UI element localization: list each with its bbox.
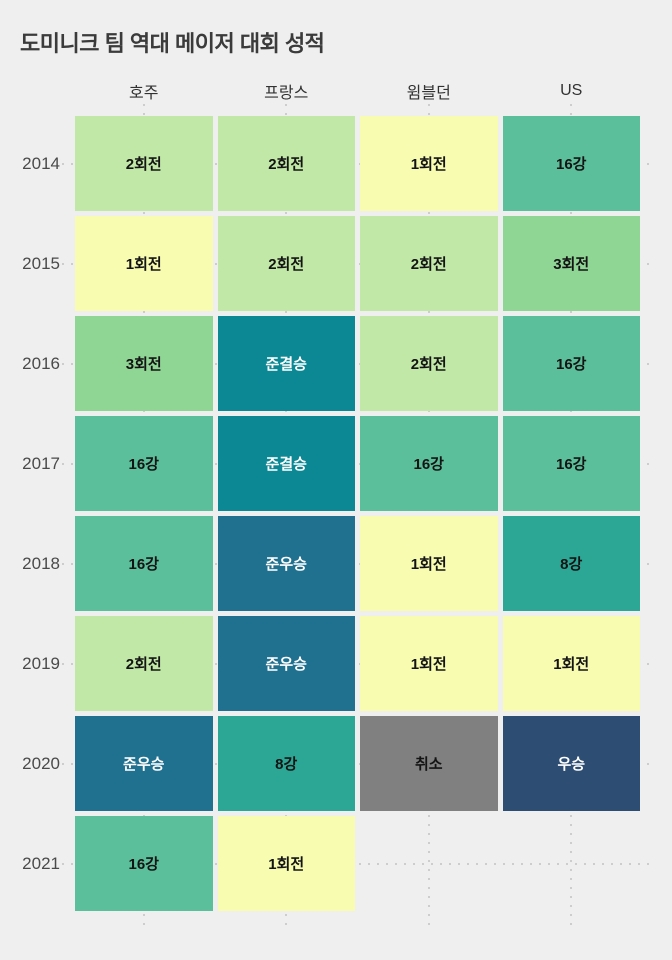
- row-label: 2018: [22, 553, 60, 573]
- gridline-horizontal: [62, 862, 656, 865]
- gridline-vertical: [427, 104, 430, 926]
- gridline-vertical: [142, 104, 145, 926]
- heatmap-cell: 취소: [360, 716, 498, 811]
- gridline-horizontal: [62, 762, 656, 765]
- heatmap-cell: 8강: [217, 716, 355, 811]
- heatmap-cell: 3회전: [502, 216, 640, 311]
- row-label: 2019: [22, 653, 60, 673]
- heatmap-cell: 우승: [502, 716, 640, 811]
- gridline-horizontal: [62, 462, 656, 465]
- heatmap-cell: 준결승: [217, 416, 355, 511]
- gridline-vertical: [285, 104, 288, 926]
- heatmap-cell: 준우승: [217, 616, 355, 711]
- heatmap-cell: 3회전: [75, 316, 213, 411]
- column-header: 윔블던: [406, 85, 451, 102]
- heatmap-cell: 1회전: [217, 816, 355, 911]
- gridline-horizontal: [62, 262, 656, 265]
- heatmap-cell: 16강: [502, 316, 640, 411]
- gridline-horizontal: [62, 362, 656, 365]
- row-label: 2014: [22, 153, 60, 173]
- heatmap-cell: 2회전: [75, 116, 213, 211]
- column-header: US: [560, 82, 583, 99]
- heatmap-cell: 16강: [360, 416, 498, 511]
- heatmap-cell: 준우승: [217, 516, 355, 611]
- heatmap-cell: 16강: [502, 416, 640, 511]
- gridline-horizontal: [62, 662, 656, 665]
- heatmap-cell: 1회전: [360, 516, 498, 611]
- heatmap-cell: 1회전: [75, 216, 213, 311]
- heatmap-cell: 2회전: [217, 116, 355, 211]
- column-header: 호주: [129, 85, 159, 102]
- gridline-horizontal: [62, 562, 656, 565]
- heatmap-cell: 준결승: [217, 316, 355, 411]
- row-label: 2021: [22, 853, 60, 873]
- heatmap-cell: 2회전: [217, 216, 355, 311]
- heatmap-cell: 16강: [75, 516, 213, 611]
- heatmap-cell: 1회전: [502, 616, 640, 711]
- heatmap-cell: 2회전: [360, 216, 498, 311]
- heatmap-cell: 16강: [75, 416, 213, 511]
- heatmap-cell: 8강: [502, 516, 640, 611]
- row-label: 2017: [22, 453, 60, 473]
- heatmap-cell: 16강: [75, 816, 213, 911]
- heatmap-cell: 16강: [502, 116, 640, 211]
- heatmap-cell: 2회전: [75, 616, 213, 711]
- column-header: 프랑스: [264, 85, 309, 102]
- gridline-vertical: [570, 104, 573, 926]
- heatmap-cell: 준우승: [75, 716, 213, 811]
- row-label: 2020: [22, 753, 60, 773]
- row-label: 2016: [22, 353, 60, 373]
- chart-title: 도미니크 팀 역대 메이저 대회 성적: [20, 31, 325, 56]
- row-label: 2015: [22, 253, 60, 273]
- heatmap-cell: 1회전: [360, 616, 498, 711]
- gridline-horizontal: [62, 162, 656, 165]
- heatmap-cell: 2회전: [360, 316, 498, 411]
- heatmap-cell: 1회전: [360, 116, 498, 211]
